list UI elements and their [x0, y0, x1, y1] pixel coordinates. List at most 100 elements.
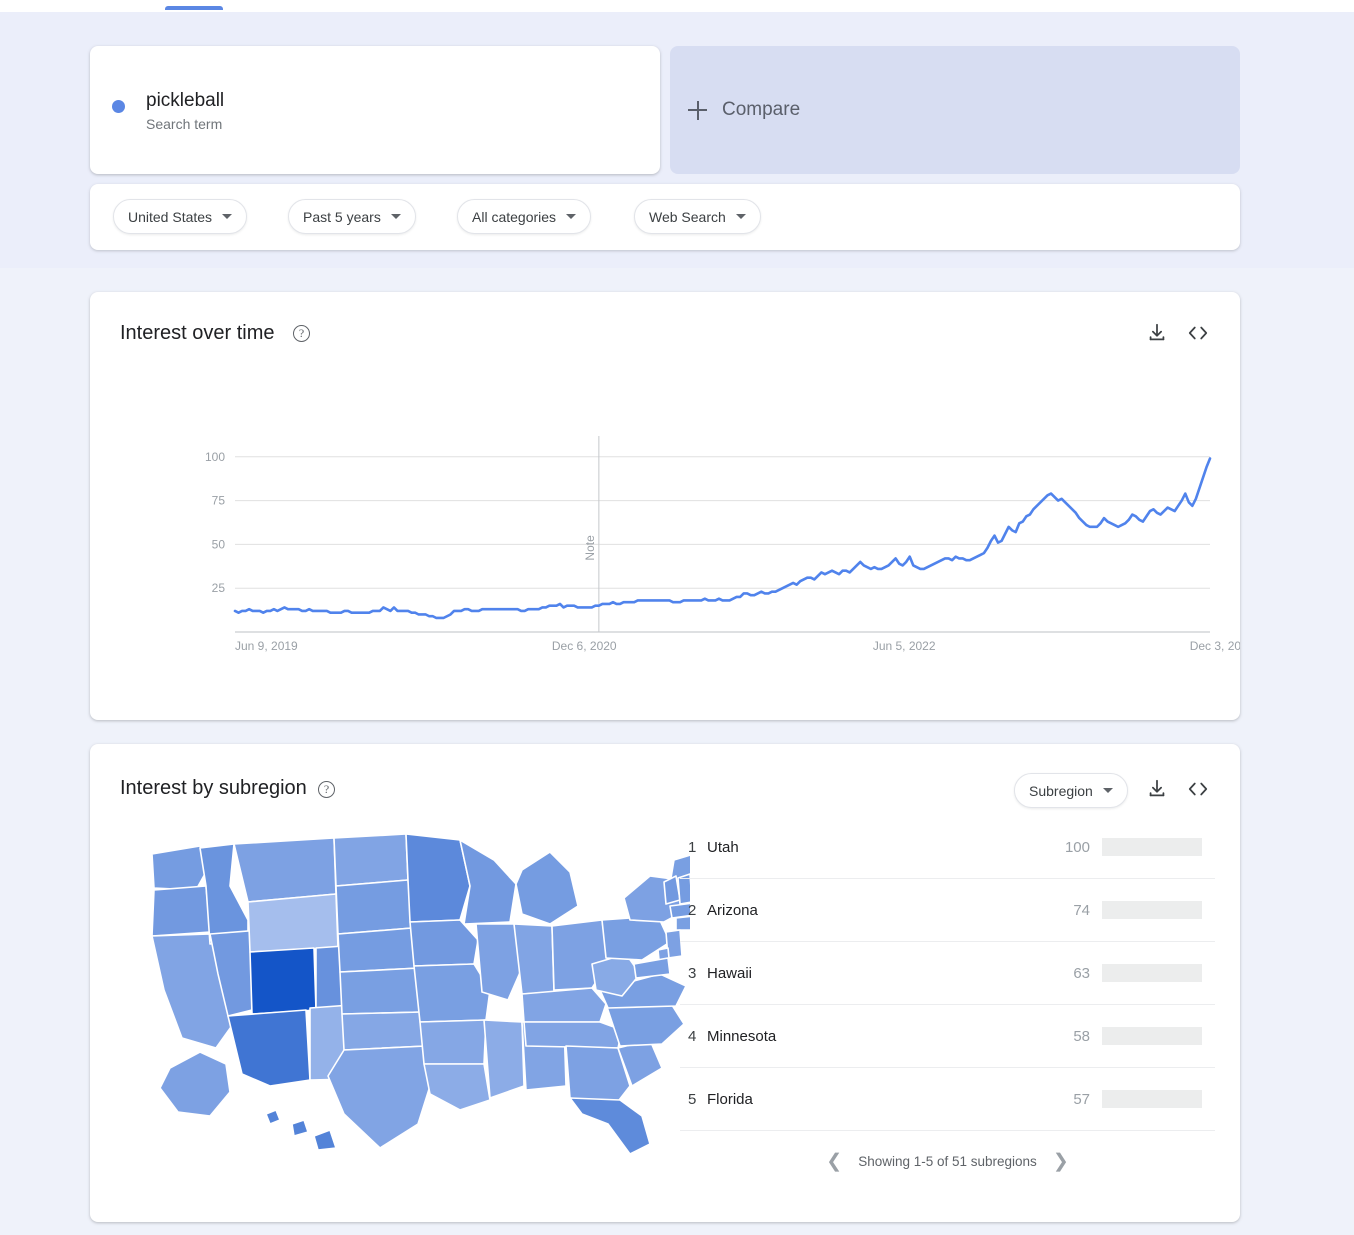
map-region-az[interactable]	[227, 1009, 311, 1087]
active-tab-indicator	[165, 6, 223, 10]
map-region-in[interactable]	[513, 923, 555, 995]
subregion-row[interactable]: 2 Arizona 74	[680, 879, 1215, 942]
interest-by-subregion-card: Interest by subregion ? Subregion 1 Utah 1…	[90, 744, 1240, 1222]
subregion-name: Florida	[707, 1090, 753, 1108]
subregion-rank: 2	[688, 901, 697, 919]
subregion-name: Arizona	[707, 901, 758, 919]
subregion-rank: 3	[688, 964, 697, 982]
map-region-hi[interactable]	[291, 1119, 309, 1137]
term-row: pickleball Search term Compare	[90, 46, 1240, 174]
chevron-down-icon	[735, 214, 746, 219]
map-region-wa[interactable]	[151, 845, 207, 891]
subregion-value: 63	[1073, 964, 1090, 982]
interest-over-time-chart[interactable]: 25 50 75 100 Note Jun 9, 2019 Dec 6, 2020 Jun 5…	[90, 292, 1255, 720]
map-region-wy[interactable]	[247, 893, 339, 953]
chevron-down-icon	[1102, 788, 1113, 793]
map-region-ar[interactable]	[419, 1019, 487, 1065]
map-region-ne[interactable]	[337, 927, 421, 973]
map-region-fl[interactable]	[569, 1097, 651, 1155]
map-region-md[interactable]	[633, 957, 671, 979]
map-region-ok[interactable]	[341, 1011, 427, 1051]
location-filter[interactable]: United States	[113, 199, 248, 234]
map-region-mn[interactable]	[405, 833, 471, 923]
subregion-rank: 4	[688, 1027, 697, 1045]
category-filter[interactable]: All categories	[457, 199, 592, 234]
map-region-la[interactable]	[423, 1063, 491, 1111]
download-icon[interactable]	[1146, 322, 1168, 349]
breakdown-selector[interactable]: Subregion	[1014, 773, 1128, 808]
time-range-filter-label: Past 5 years	[303, 208, 381, 225]
svg-text:Note: Note	[583, 535, 597, 561]
subregion-row[interactable]: 3 Hawaii 63	[680, 942, 1215, 1005]
subregion-rank: 5	[688, 1090, 697, 1108]
search-term-title: pickleball	[146, 90, 225, 111]
map-region-mo[interactable]	[413, 963, 491, 1023]
map-region-il[interactable]	[475, 923, 523, 1001]
subregion-value: 74	[1073, 901, 1090, 919]
map-region-ms[interactable]	[483, 1019, 525, 1099]
subregion-value: 57	[1073, 1090, 1090, 1108]
map-region-ky[interactable]	[521, 987, 607, 1023]
map-region-ga[interactable]	[565, 1045, 631, 1105]
map-region-hi[interactable]	[265, 1109, 281, 1125]
plus-icon	[688, 100, 708, 120]
help-circle-icon[interactable]: ?	[293, 325, 310, 342]
map-region-id[interactable]	[199, 843, 249, 945]
filter-bar: United States Past 5 years All categorie…	[90, 184, 1240, 250]
download-icon[interactable]	[1146, 778, 1168, 805]
map-region-or[interactable]	[151, 885, 211, 937]
us-choropleth-map[interactable]	[130, 824, 703, 1164]
map-region-ut[interactable]	[249, 947, 317, 1015]
interest-over-time-card: Interest over time ? 25 50 75 100 Note Jun 9,…	[90, 292, 1255, 720]
map-region-tn[interactable]	[523, 1021, 623, 1049]
subregion-row[interactable]: 1 Utah 100	[680, 816, 1215, 879]
subregion-row[interactable]: 5 Florida 57	[680, 1068, 1215, 1131]
series-color-dot	[112, 100, 125, 113]
subregion-name: Hawaii	[707, 964, 753, 982]
interest-over-time-title: Interest over time	[120, 322, 275, 344]
svg-text:Jun 5, 2022: Jun 5, 2022	[873, 639, 936, 653]
compare-label: Compare	[722, 99, 801, 120]
subregion-value: 100	[1064, 838, 1090, 856]
embed-code-icon[interactable]	[1187, 779, 1209, 804]
map-region-ak[interactable]	[159, 1051, 231, 1117]
svg-text:100: 100	[205, 450, 225, 464]
map-region-nd[interactable]	[333, 833, 409, 887]
chevron-right-icon[interactable]: ❯	[1052, 1150, 1069, 1172]
subregion-name: Utah	[707, 838, 739, 856]
pager-text: Showing 1-5 of 51 subregions	[858, 1153, 1037, 1169]
compare-button[interactable]: Compare	[670, 46, 1240, 174]
map-region-mt[interactable]	[233, 837, 337, 903]
chevron-down-icon	[390, 214, 401, 219]
subregion-rank: 1	[688, 838, 697, 856]
search-type-filter[interactable]: Web Search	[634, 199, 761, 234]
map-region-ia[interactable]	[409, 919, 479, 967]
map-region-mi[interactable]	[515, 851, 579, 925]
chevron-left-icon[interactable]: ❮	[826, 1150, 843, 1172]
map-region-hi[interactable]	[313, 1129, 337, 1151]
breakdown-selector-label: Subregion	[1029, 782, 1093, 799]
map-region-tx[interactable]	[327, 1045, 431, 1149]
subregion-ranked-list: 1 Utah 100 2 Arizona 74 3 Hawaii 63 4 Minnesota 58 5…	[680, 816, 1215, 1131]
search-term-card[interactable]: pickleball Search term	[90, 46, 660, 174]
subregion-row[interactable]: 4 Minnesota 58	[680, 1005, 1215, 1068]
help-circle-icon[interactable]: ?	[318, 781, 335, 798]
subregion-name: Minnesota	[707, 1027, 777, 1045]
svg-text:75: 75	[212, 494, 226, 508]
subregion-pager: ❮ Showing 1-5 of 51 subregions ❯	[680, 1131, 1215, 1191]
svg-text:Dec 6, 2020: Dec 6, 2020	[552, 639, 617, 653]
map-region-ks[interactable]	[339, 967, 423, 1015]
map-region-nc[interactable]	[605, 1001, 685, 1047]
map-region-sd[interactable]	[335, 879, 413, 935]
subregion-bar-track	[1102, 964, 1202, 982]
subregion-bar-track	[1102, 1090, 1202, 1108]
embed-code-icon[interactable]	[1187, 323, 1209, 348]
time-range-filter[interactable]: Past 5 years	[288, 199, 416, 234]
trend-line-chart: 25 50 75 100 Note Jun 9, 2019 Dec 6, 2020 Jun 5…	[205, 436, 1255, 653]
svg-text:50: 50	[212, 537, 226, 551]
subregion-bar-track	[1102, 901, 1202, 919]
chevron-down-icon	[566, 214, 577, 219]
map-region-wi[interactable]	[459, 839, 517, 925]
svg-text:Dec 3, 2023: Dec 3, 2023	[1190, 639, 1240, 653]
